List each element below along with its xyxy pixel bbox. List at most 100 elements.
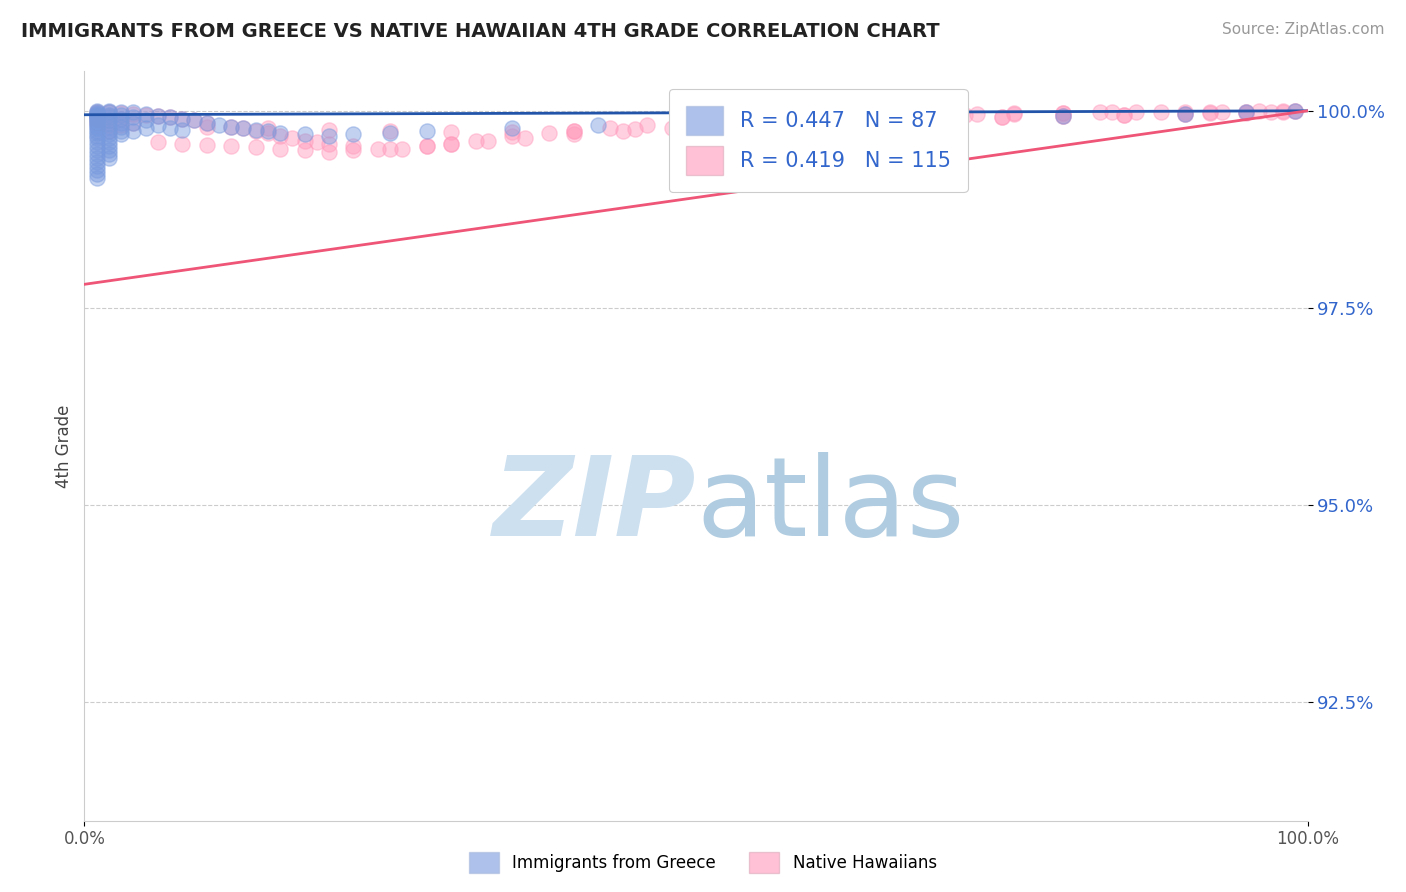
Point [502,121,524,136]
Point [86,110,108,124]
Point [1174,107,1197,121]
Point [318,145,340,159]
Point [195,138,218,153]
Point [110,123,132,137]
Point [86,129,108,144]
Point [929,108,952,122]
Point [86,120,108,134]
Point [86,159,108,173]
Point [195,120,218,134]
Point [294,128,316,142]
Point [97,123,120,137]
Point [1272,103,1295,118]
Point [86,147,108,161]
Point [110,108,132,122]
Point [1272,105,1295,120]
Point [97,113,120,128]
Point [538,126,561,140]
Point [440,136,463,151]
Point [97,115,120,129]
Point [586,118,609,132]
Point [86,105,108,120]
Point [562,128,585,142]
Point [86,126,108,140]
Point [110,105,132,120]
Point [232,121,254,136]
Point [305,136,328,150]
Point [1114,108,1136,122]
Point [159,110,181,124]
Point [159,121,181,136]
Point [1150,105,1173,120]
Point [416,139,439,153]
Point [183,113,205,128]
Point [869,114,891,128]
Point [122,115,145,129]
Text: ZIP: ZIP [492,452,696,559]
Point [318,136,340,151]
Point [86,113,108,128]
Point [1211,104,1233,119]
Point [208,118,231,132]
Point [257,124,280,138]
Point [195,115,218,129]
Point [1236,105,1258,120]
Point [146,136,169,150]
Point [807,115,830,129]
Point [122,115,145,129]
Point [416,124,439,138]
Point [245,122,267,136]
Point [562,123,585,137]
Point [86,131,108,145]
Point [342,139,364,153]
Point [97,105,120,120]
Point [86,106,108,120]
Point [110,120,132,134]
Point [97,108,120,122]
Point [1088,105,1111,120]
Point [391,142,413,156]
Point [86,143,108,157]
Point [269,129,291,144]
Point [146,109,169,123]
Point [86,139,108,153]
Point [1198,106,1220,120]
Point [991,110,1014,124]
Point [1236,105,1258,120]
Point [172,112,194,126]
Point [1247,103,1270,118]
Point [342,128,364,142]
Point [1052,109,1074,123]
Point [86,167,108,181]
Point [122,110,145,124]
Point [661,121,683,136]
Point [929,112,952,126]
Point [232,121,254,136]
Point [367,142,389,156]
Point [97,123,120,137]
Point [257,121,280,136]
Point [747,118,769,132]
Legend: Immigrants from Greece, Native Hawaiians: Immigrants from Greece, Native Hawaiians [463,846,943,880]
Point [135,108,157,122]
Point [97,105,120,120]
Point [172,122,194,136]
Point [1002,107,1025,121]
Point [172,112,194,126]
Point [245,123,267,137]
Point [146,118,169,132]
Point [1052,109,1074,123]
Point [1236,104,1258,119]
Point [159,110,181,124]
Point [97,131,120,145]
Point [219,120,242,134]
Point [1260,104,1282,119]
Point [502,129,524,144]
Point [86,163,108,178]
Point [86,118,108,132]
Point [599,121,621,136]
Point [1174,107,1197,121]
Point [86,107,108,121]
Point [219,139,242,153]
Point [110,106,132,120]
